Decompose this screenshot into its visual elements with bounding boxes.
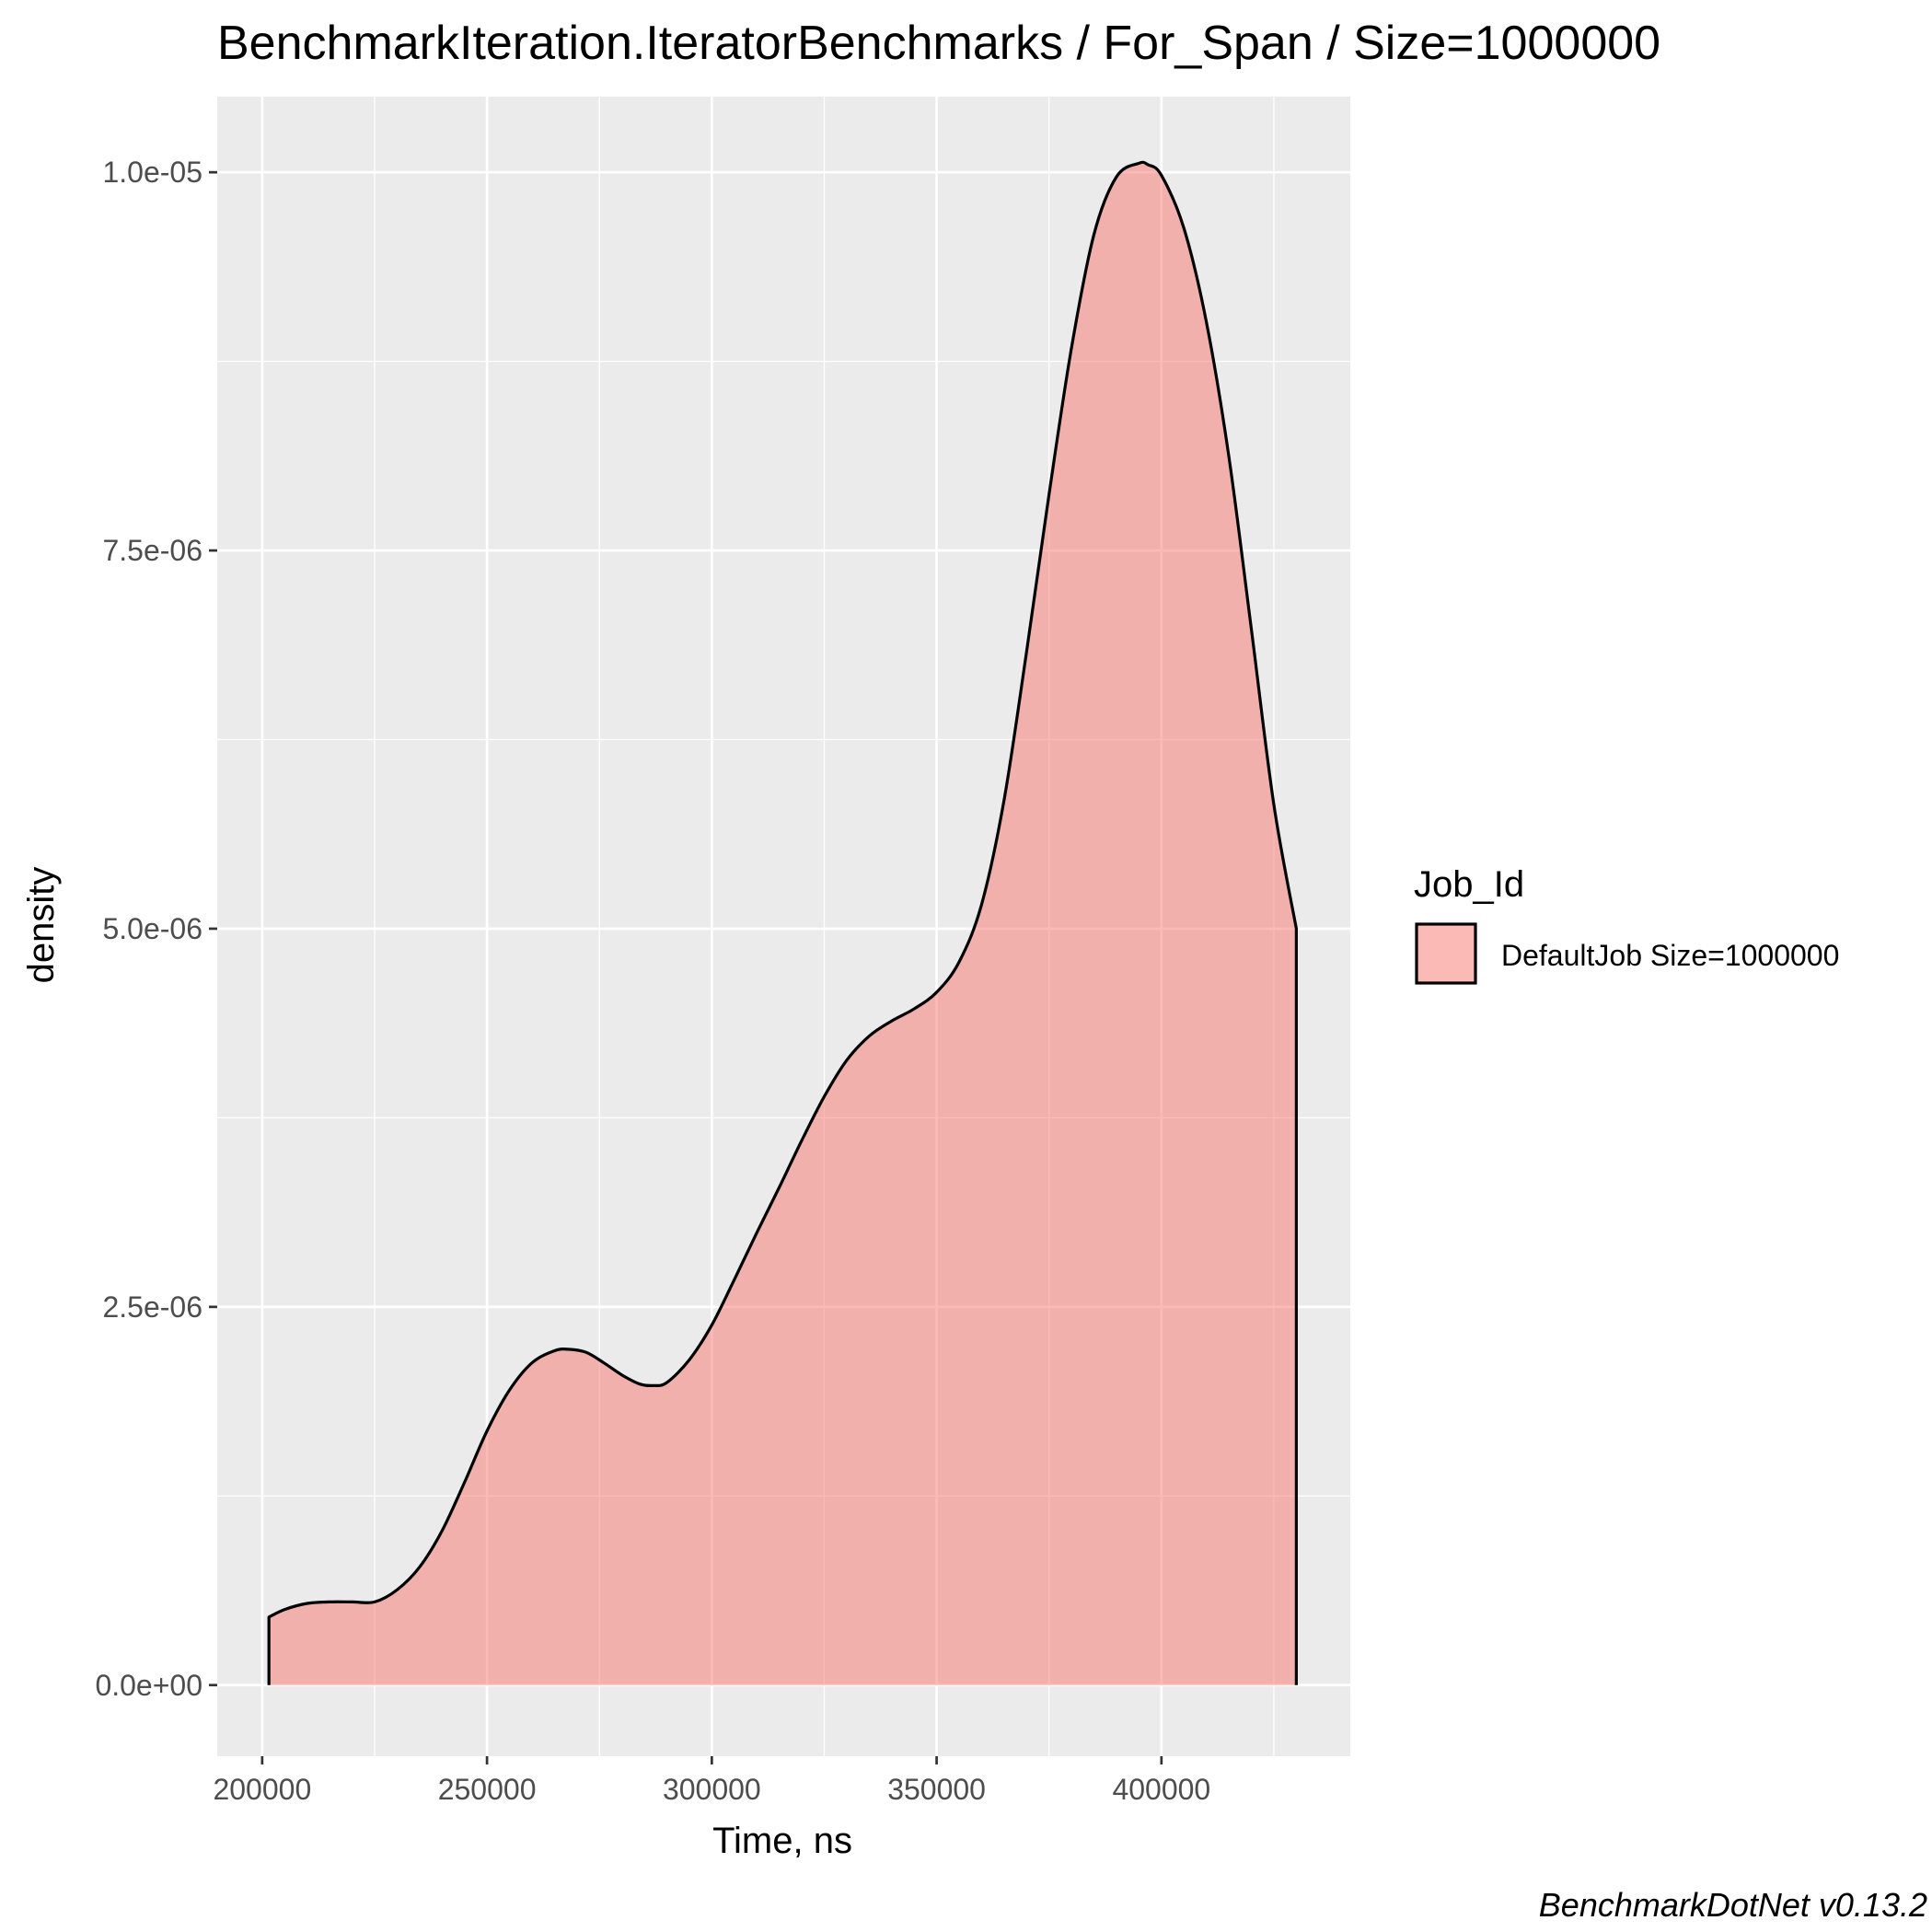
y-axis: 0.0e+00 2.5e-06 5.0e-06 7.5e-06 1.0e-05 — [95, 156, 217, 1702]
x-tick-label: 400000 — [1112, 1773, 1210, 1806]
caption: BenchmarkDotNet v0.13.2 — [1539, 1886, 1927, 1924]
y-tick-label: 7.5e-06 — [102, 534, 202, 567]
density-area — [269, 162, 1297, 1685]
x-tick-label: 350000 — [887, 1773, 986, 1806]
x-tick-label: 200000 — [213, 1773, 311, 1806]
y-tick-label: 2.5e-06 — [102, 1290, 202, 1324]
x-axis: 200000 250000 300000 350000 400000 — [213, 1756, 1210, 1806]
y-tick-label: 0.0e+00 — [95, 1669, 202, 1702]
x-axis-title: Time, ns — [712, 1821, 852, 1861]
legend-title: Job_Id — [1414, 864, 1524, 905]
y-tick-label: 1.0e-05 — [102, 156, 202, 189]
x-tick-label: 300000 — [663, 1773, 761, 1806]
chart-title: BenchmarkIteration.IteratorBenchmarks / … — [217, 17, 1660, 70]
density-line — [267, 160, 1298, 1685]
y-axis-title: density — [21, 867, 62, 984]
legend: Job_Id DefaultJob Size=1000000 — [1414, 864, 1839, 985]
x-tick-label: 250000 — [438, 1773, 537, 1806]
legend-label: DefaultJob Size=1000000 — [1501, 939, 1839, 972]
legend-key — [1415, 922, 1477, 985]
y-tick-label: 5.0e-06 — [102, 912, 202, 945]
